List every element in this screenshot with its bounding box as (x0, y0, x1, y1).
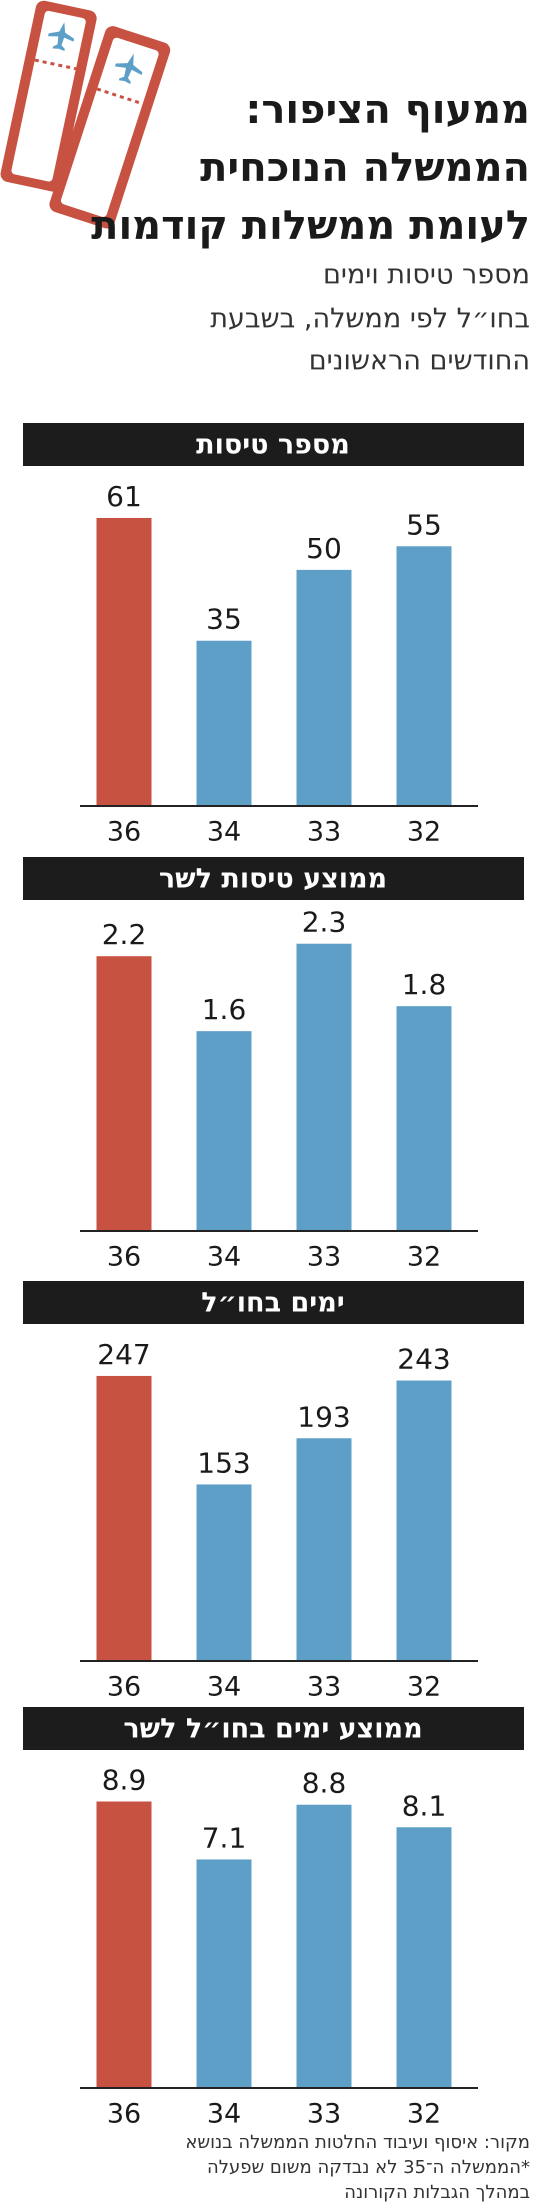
category-label: 32 (407, 2099, 441, 2130)
chart-header (23, 857, 524, 900)
value-label: 61 (106, 480, 142, 513)
title-line: לעומת ממשלות קודמות (91, 203, 530, 249)
value-label: 55 (406, 508, 442, 541)
bar (196, 1859, 252, 2088)
category-label: 33 (307, 2099, 341, 2130)
category-label: 32 (407, 1242, 441, 1273)
subtitle-line: בחו״ל לפי ממשלה, בשבעת (210, 304, 530, 335)
category-label: 34 (207, 1242, 241, 1273)
bar (196, 1031, 252, 1231)
value-label: 8.1 (402, 1789, 447, 1822)
bar (96, 956, 152, 1231)
category-label: 33 (307, 1672, 341, 1703)
value-label: 50 (306, 532, 342, 565)
value-label: 1.6 (202, 993, 247, 1026)
category-label: 33 (307, 817, 341, 848)
category-label: 34 (207, 2099, 241, 2130)
value-label: 1.8 (402, 968, 447, 1001)
value-label: 247 (97, 1338, 150, 1371)
category-label: 34 (207, 1672, 241, 1703)
bar (96, 517, 152, 806)
category-label: 36 (107, 1242, 141, 1273)
bar (396, 1380, 452, 1661)
bar (196, 640, 252, 806)
footnote: *הממשלה ה־35 לא נבדקה משום שפעלה (207, 2157, 530, 2178)
ticket-icon (0, 0, 171, 229)
bar (296, 569, 352, 806)
bar (196, 1484, 252, 1661)
title-line: ממעוף הציפור: (245, 87, 530, 133)
chart-title: ימים בחו״ל (201, 1288, 344, 1319)
bar (396, 1827, 452, 2088)
subtitle-line: החודשים הראשונים (309, 346, 530, 377)
value-label: 7.1 (202, 1821, 247, 1854)
chart-title: ממוצע טיסות לשר (159, 864, 387, 895)
category-label: 36 (107, 2099, 141, 2130)
value-label: 153 (197, 1446, 250, 1479)
category-label: 36 (107, 1672, 141, 1703)
chart-header (23, 1707, 524, 1750)
bar (396, 1006, 452, 1231)
bar (96, 1375, 152, 1661)
chart-header (23, 1281, 524, 1324)
chart-title: מספר טיסות (196, 430, 350, 461)
subtitle-line: מספר טיסות וימים (323, 260, 530, 291)
footnote: במהלך הגבלות הקורונה (344, 2182, 530, 2203)
value-label: 8.9 (102, 1764, 147, 1797)
category-label: 36 (107, 817, 141, 848)
bar (96, 1801, 152, 2088)
category-label: 33 (307, 1242, 341, 1273)
chart-header (23, 423, 524, 466)
bar (296, 943, 352, 1231)
bar (296, 1804, 352, 2088)
bar (296, 1438, 352, 1661)
category-label: 32 (407, 817, 441, 848)
title-line: הממשלה הנוכחית (200, 145, 530, 191)
value-label: 193 (297, 1400, 350, 1433)
value-label: 2.2 (102, 918, 147, 951)
value-label: 8.8 (302, 1767, 347, 1800)
chart-title: ממוצע ימים בחו״ל לשר (123, 1714, 422, 1745)
value-label: 35 (206, 603, 242, 636)
footnote: מקור: איסוף ועיבוד החלטות הממשלה בנושא (185, 2132, 530, 2153)
category-label: 32 (407, 1672, 441, 1703)
value-label: 243 (397, 1343, 450, 1376)
category-label: 34 (207, 817, 241, 848)
bar (396, 546, 452, 806)
value-label: 2.3 (302, 906, 347, 939)
